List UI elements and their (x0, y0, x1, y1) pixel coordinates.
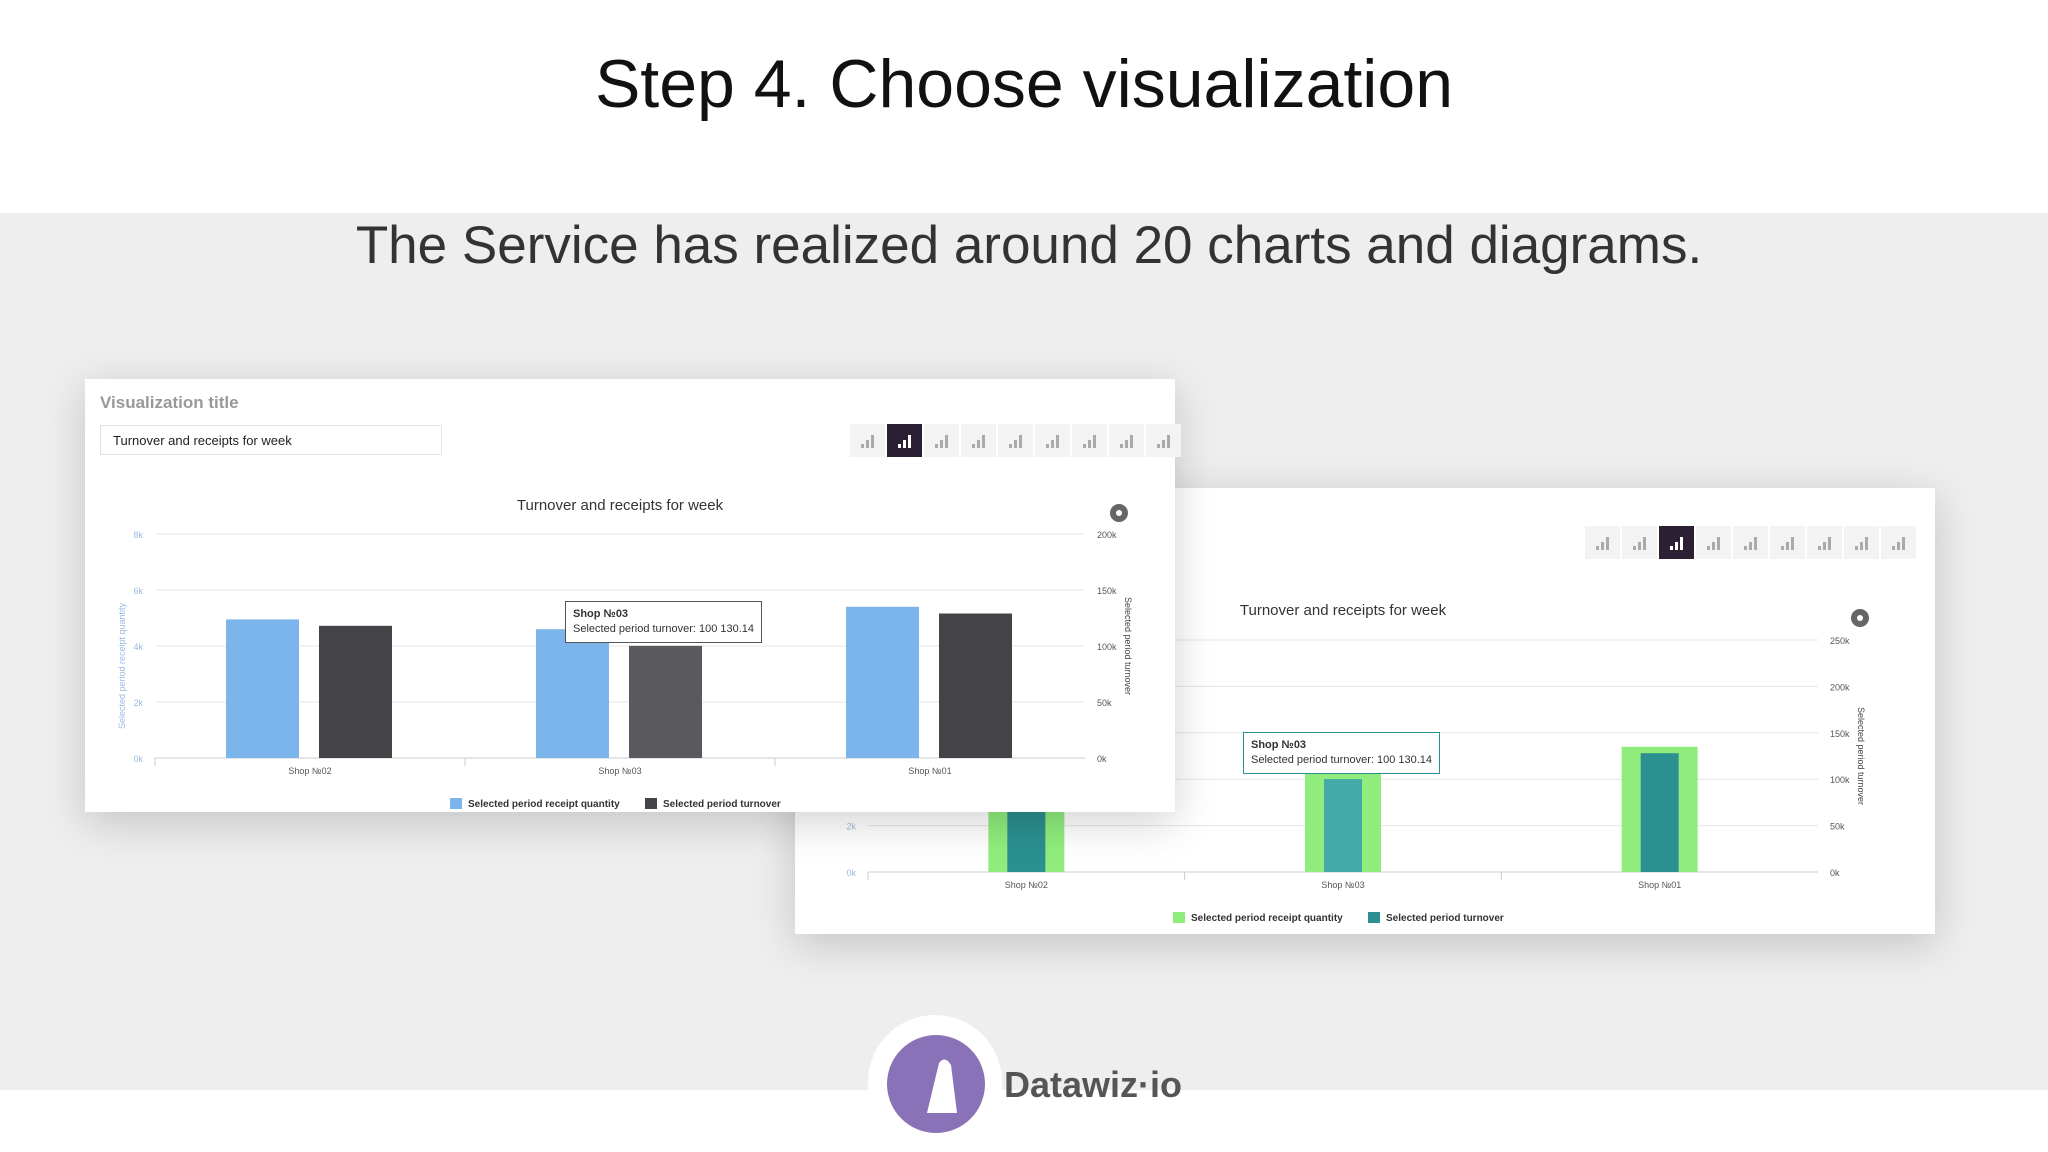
slide-subtitle: The Service has realized around 20 chart… (355, 216, 1703, 275)
legend-label: Selected period turnover (1386, 913, 1504, 924)
tooltip-title: Shop №03 (573, 608, 629, 620)
gear-icon-center (1116, 510, 1122, 516)
y-tick-label: 8k (133, 530, 143, 540)
heatmap-icon-button[interactable] (998, 424, 1033, 457)
column-chart-icon (897, 434, 911, 448)
bar-receipt-quantity (226, 619, 299, 758)
grouped-column-icon-button[interactable] (924, 424, 959, 457)
visualization-title-label: Visualization title (100, 393, 239, 412)
y2-axis-label: Selected period turnover (1123, 597, 1133, 695)
legend-label: Selected period turnover (663, 799, 781, 810)
y2-tick-label: 0k (1830, 868, 1840, 878)
column-chart-icon (1632, 536, 1646, 550)
bar-chart-icon (1706, 536, 1720, 550)
legend-label: Selected period receipt quantity (1191, 913, 1343, 924)
tooltip: Shop №03 Selected period turnover: 100 13… (565, 601, 763, 643)
y2-tick-label: 100k (1830, 775, 1850, 785)
bar-chart-icon-button[interactable] (961, 424, 996, 457)
y-tick-label: 0k (133, 754, 143, 764)
y-tick-label: 2k (846, 822, 856, 832)
column-chart-icon-button[interactable] (887, 424, 922, 457)
y2-tick-label: 150k (1097, 586, 1117, 596)
chart-type-toolbar (1585, 526, 1916, 559)
scatter-icon-button[interactable] (1146, 424, 1181, 457)
column-chart-icon-button[interactable] (1622, 526, 1657, 559)
tooltip: Shop №03 Selected period turnover: 100 13… (1243, 732, 1441, 774)
scatter-icon (1891, 536, 1905, 550)
y2-tick-label: 0k (1097, 754, 1107, 764)
y2-axis-label: Selected period turnover (1856, 707, 1866, 805)
x-tick-label: Shop №02 (288, 766, 331, 776)
legend-swatch (450, 798, 462, 809)
x-tick-label: Shop №01 (908, 766, 951, 776)
y2-tick-label: 50k (1097, 698, 1112, 708)
bar-turnover (319, 625, 392, 758)
bubble-icon-button[interactable] (1035, 424, 1070, 457)
y-axis-label: Selected period receipt quantity (117, 602, 127, 729)
datawiz-logo (887, 1035, 985, 1133)
chart-front: Turnover and receipts for week 0k 50k 100k 1… (117, 497, 1133, 810)
tooltip-text: Selected period turnover: 100 130.14 (573, 623, 755, 635)
table-icon (860, 434, 874, 448)
y-tick-label: 4k (133, 642, 143, 652)
treemap-icon (1854, 536, 1868, 550)
legend-swatch (1173, 912, 1185, 923)
table-icon-button[interactable] (850, 424, 885, 457)
chart-type-toolbar (850, 424, 1181, 457)
y2-tick-label: 200k (1830, 682, 1850, 692)
scatter-icon (1156, 434, 1170, 448)
heatmap-icon (1743, 536, 1757, 550)
brand-name: Datawiz·io (1004, 1064, 1183, 1105)
gear-icon-center (1857, 615, 1863, 621)
table-icon (1595, 536, 1609, 550)
combo-chart-icon-button[interactable] (1807, 526, 1842, 559)
y2-tick-label: 150k (1830, 729, 1850, 739)
tooltip-text: Selected period turnover: 100 130.14 (1251, 754, 1433, 766)
x-tick-label: Shop №01 (1638, 880, 1681, 890)
treemap-icon (1119, 434, 1133, 448)
y2-tick-label: 50k (1830, 822, 1845, 832)
heatmap-icon (1008, 434, 1022, 448)
x-tick-label: Shop №02 (1005, 880, 1048, 890)
treemap-icon-button[interactable] (1844, 526, 1879, 559)
combo-chart-icon (1082, 434, 1096, 448)
y-tick-label: 0k (846, 868, 856, 878)
y2-tick-label: 200k (1097, 530, 1117, 540)
combo-chart-icon-button[interactable] (1072, 424, 1107, 457)
bar-receipt-quantity (536, 629, 609, 758)
treemap-icon-button[interactable] (1109, 424, 1144, 457)
legend-swatch (645, 798, 657, 809)
bubble-icon (1780, 536, 1794, 550)
y2-tick-label: 250k (1830, 636, 1850, 646)
chart-title: Turnover and receipts for week (1240, 602, 1447, 619)
heatmap-icon-button[interactable] (1733, 526, 1768, 559)
grouped-column-icon-button[interactable] (1659, 526, 1694, 559)
legend-label: Selected period receipt quantity (468, 799, 620, 810)
bar-turnover (1324, 779, 1362, 872)
bubble-icon (1045, 434, 1059, 448)
bar-turnover (629, 645, 702, 758)
chart-title: Turnover and receipts for week (517, 497, 724, 514)
scatter-icon-button[interactable] (1881, 526, 1916, 559)
tooltip-title: Shop №03 (1251, 739, 1307, 751)
bar-turnover (1640, 753, 1679, 872)
visualization-title-input[interactable]: Turnover and receipts for week (100, 425, 442, 455)
y-tick-label: 2k (133, 698, 143, 708)
bar-turnover (939, 613, 1012, 758)
grouped-column-icon (1669, 536, 1683, 550)
grouped-column-icon (934, 434, 948, 448)
y2-tick-label: 100k (1097, 642, 1117, 652)
bar-chart-icon (971, 434, 985, 448)
y-tick-label: 6k (133, 586, 143, 596)
table-icon-button[interactable] (1585, 526, 1620, 559)
combo-chart-icon (1817, 536, 1831, 550)
slide-title: Step 4. Choose visualization (594, 46, 1454, 122)
x-tick-label: Shop №03 (1321, 880, 1364, 890)
legend-swatch (1368, 912, 1380, 923)
bar-receipt-quantity (846, 606, 919, 758)
x-tick-label: Shop №03 (598, 766, 641, 776)
front-visualization-panel: Visualization title Turnover and receipt… (85, 379, 1181, 812)
bubble-icon-button[interactable] (1770, 526, 1805, 559)
bar-chart-icon-button[interactable] (1696, 526, 1731, 559)
